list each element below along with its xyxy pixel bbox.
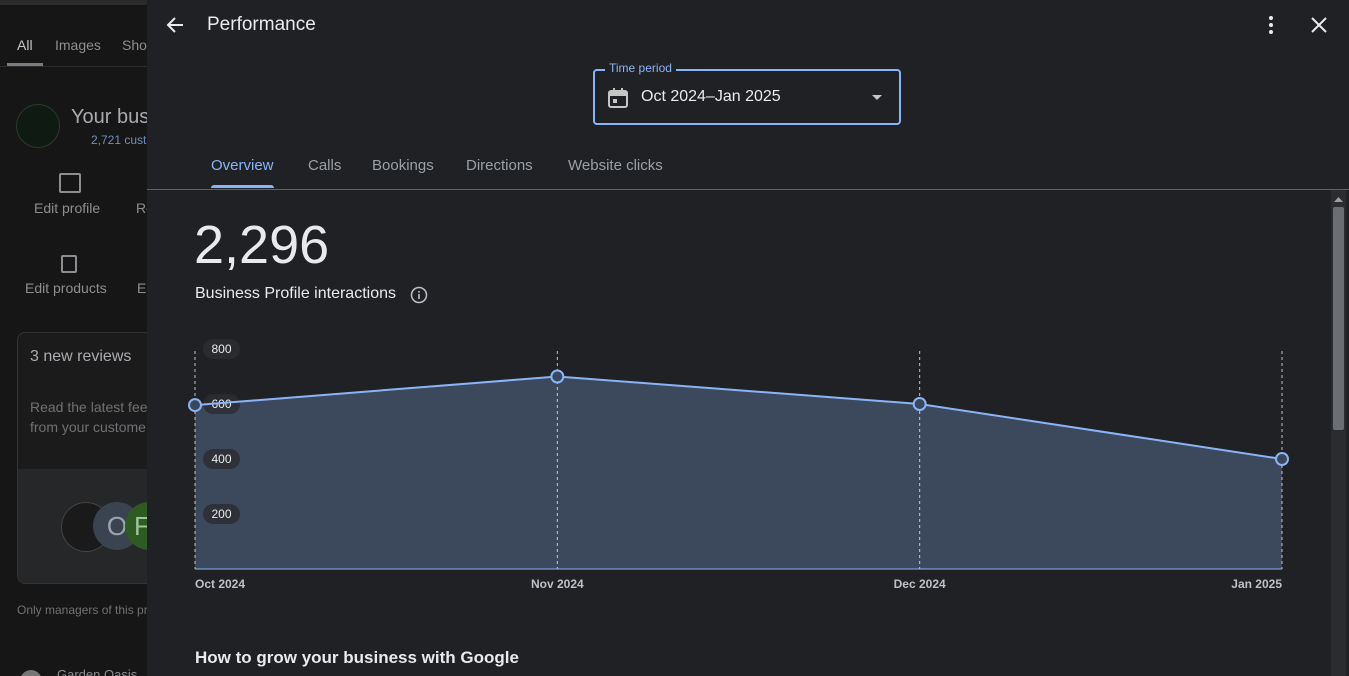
tick-pill <box>203 504 240 524</box>
metric-label: Business Profile interactions <box>195 285 396 302</box>
x-tick-label: Nov 2024 <box>531 577 584 591</box>
back-button[interactable] <box>165 15 185 35</box>
point <box>550 369 565 384</box>
tab[interactable]: Sho <box>122 37 147 53</box>
reviews-card: 3 new reviews Read the latest fee from y… <box>17 332 159 584</box>
performance-dialog: Performance Time period Oct 2024–Jan 202… <box>147 0 1349 676</box>
store-icon <box>59 173 81 193</box>
avatar <box>20 670 42 676</box>
tab[interactable]: Bookings <box>372 157 434 174</box>
line <box>194 375 1283 460</box>
action[interactable]: Edit profile <box>34 200 101 216</box>
more-button[interactable] <box>1261 15 1281 35</box>
field-label: Time period <box>605 61 676 75</box>
y-tick-label: 400 <box>211 452 231 466</box>
y-tick-label: 600 <box>211 397 231 411</box>
divider <box>0 66 147 67</box>
divider <box>147 189 1349 190</box>
time-period-select[interactable]: Time period Oct 2024–Jan 2025 <box>593 61 901 125</box>
y-tick-label: 800 <box>211 342 231 356</box>
tab[interactable]: Directions <box>466 157 533 174</box>
search-bar <box>0 0 150 5</box>
scrollbar-thumb[interactable] <box>1333 207 1344 430</box>
point <box>912 397 927 411</box>
info-icon[interactable] <box>410 286 428 304</box>
point <box>188 398 202 413</box>
x-tick-label: Oct 2024 <box>195 577 245 591</box>
card-text: from your custome <box>30 419 146 435</box>
dialog-title: Performance <box>207 14 316 35</box>
scroll-up[interactable] <box>1334 196 1343 202</box>
customers[interactable]: 2,721 cust <box>91 133 147 147</box>
tab[interactable]: Calls <box>308 157 342 174</box>
field-value: Oct 2024–Jan 2025 <box>641 88 781 105</box>
list-item[interactable]: Garden Oasis <box>57 667 138 676</box>
tab-indicator <box>7 63 43 66</box>
footnote: Only managers of this pr <box>17 603 148 617</box>
y-tick-label: 200 <box>211 507 231 521</box>
chart: 200 400 600 800 Oct 2024 Nov 2024 Dec 2024 Jan … <box>188 339 1289 591</box>
calendar-icon <box>608 88 628 108</box>
close-button[interactable] <box>1309 15 1329 35</box>
point <box>1275 452 1289 466</box>
tick-pill <box>203 339 240 359</box>
tab[interactable]: Overview <box>211 157 274 174</box>
tick-pill <box>203 449 240 469</box>
area <box>195 376 1282 569</box>
tab-indicator <box>211 185 274 188</box>
bag-icon <box>61 255 77 273</box>
x-tick-label: Jan 2025 <box>1231 577 1282 591</box>
action[interactable]: Edit products <box>25 280 107 296</box>
total-value: 2,296 <box>194 215 330 275</box>
card-title: 3 new reviews <box>30 348 132 365</box>
tab[interactable]: All <box>17 37 33 53</box>
business-name: Your bus <box>71 106 150 128</box>
business-logo <box>16 104 60 148</box>
x-tick-label: Dec 2024 <box>894 577 946 591</box>
dropdown-arrow <box>872 95 882 100</box>
section-heading: How to grow your business with Google <box>195 648 519 667</box>
card-text: Read the latest fee <box>30 399 148 415</box>
tab[interactable]: Website clicks <box>568 157 663 174</box>
tab[interactable]: Images <box>55 37 101 53</box>
